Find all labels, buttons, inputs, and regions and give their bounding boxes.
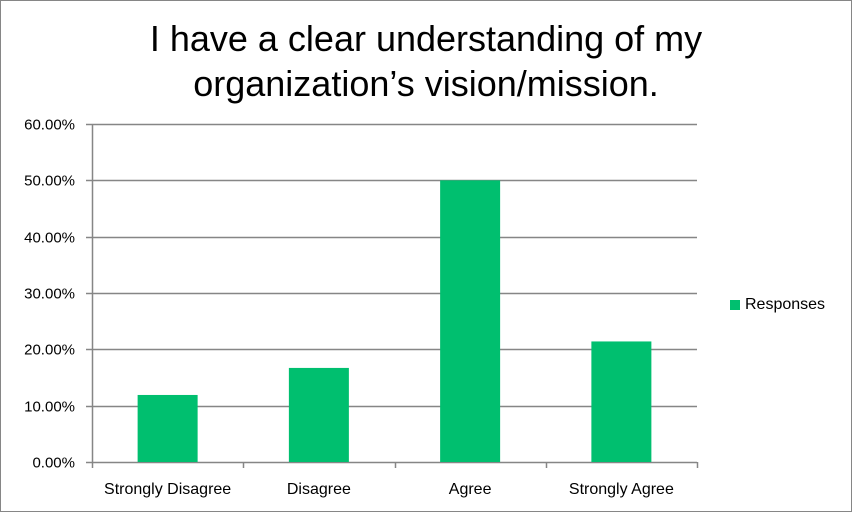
y-tick-label: 10.00% [24,399,75,416]
x-category-label: Strongly Agree [569,481,674,498]
chart-title: I have a clear understanding of my organ… [0,16,852,106]
chart-title-line-2: organization’s vision/mission. [193,63,659,104]
bar [137,394,198,462]
legend-swatch [730,300,740,310]
y-tick-label: 30.00% [24,286,75,303]
bar [440,180,501,463]
y-tick-label: 40.00% [24,230,75,247]
bar [591,341,652,462]
x-category-label: Disagree [287,481,351,498]
bar [288,367,349,462]
y-tick-label: 50.00% [24,173,75,190]
x-category-label: Agree [449,481,492,498]
y-tick-label: 0.00% [32,455,75,472]
x-category-label: Strongly Disagree [104,481,231,498]
legend-label: Responses [745,296,826,313]
chart-title-line-1: I have a clear understanding of my [149,18,703,59]
y-tick-label: 20.00% [24,342,75,359]
legend: Responses [730,296,825,314]
y-tick-label: 60.00% [24,117,75,134]
